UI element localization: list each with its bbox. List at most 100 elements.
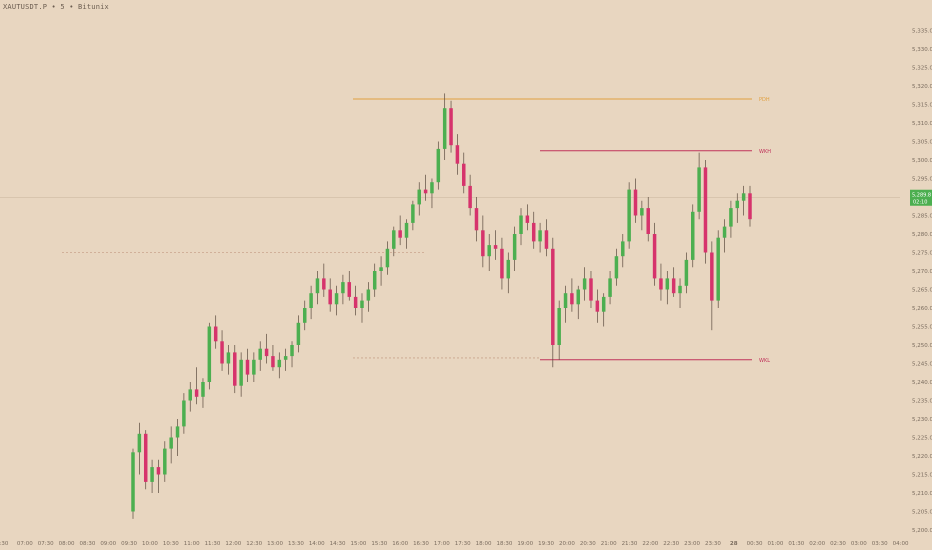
candle-body — [398, 230, 402, 238]
x-tick-label: 16:30 — [413, 541, 429, 547]
x-tick-label: 21:30 — [622, 541, 638, 547]
candle-body — [462, 163, 466, 186]
x-tick-label: 14:30 — [330, 541, 346, 547]
current-price-tag: 5,289.802:10 — [910, 189, 932, 206]
candle-body — [436, 148, 441, 183]
x-tick-label: 12:30 — [246, 541, 262, 547]
x-tick-label: 16:00 — [392, 541, 408, 547]
pdh-label: PDH — [759, 97, 770, 103]
x-tick-label: 11:30 — [205, 541, 221, 547]
x-tick-label: 03:00 — [851, 541, 867, 547]
x-tick-label: 22:00 — [642, 541, 658, 547]
candle-body — [703, 167, 708, 253]
candle-body — [722, 226, 727, 238]
x-tick-label: 20:30 — [580, 541, 596, 547]
candle-body — [423, 189, 428, 194]
candle-body — [531, 222, 536, 242]
candle-body — [512, 234, 517, 260]
candle-body — [220, 341, 224, 364]
candle-body — [544, 230, 549, 249]
x-tick-label: 15:00 — [351, 541, 367, 547]
candle-body — [640, 208, 644, 216]
candle-body — [290, 345, 294, 357]
candle-body — [481, 230, 485, 257]
x-tick-label: 23:00 — [684, 541, 700, 547]
candle-body — [207, 326, 212, 382]
candle-body — [163, 448, 167, 475]
y-tick-label: 5,250.0 — [912, 343, 932, 349]
candle-body — [150, 467, 154, 482]
candle-body — [156, 467, 161, 475]
y-tick-label: 5,275.0 — [912, 251, 932, 257]
candle-body — [665, 278, 670, 290]
candle-body — [589, 278, 593, 301]
y-tick-label: 5,325.0 — [912, 66, 932, 72]
x-tick-label: 07:00 — [17, 541, 33, 547]
candle-body — [627, 189, 631, 242]
x-tick-label: 18:30 — [496, 541, 512, 547]
candle-body — [233, 352, 237, 386]
candle-body — [360, 300, 364, 308]
candles-layer — [131, 93, 752, 519]
candle-body — [226, 352, 231, 364]
x-tick-label: 02:00 — [809, 541, 825, 547]
candle-body — [735, 200, 740, 209]
y-tick-label: 5,220.0 — [912, 454, 932, 460]
candle-body — [143, 433, 148, 482]
price-tag-value: 5,289.8 — [912, 193, 931, 199]
y-tick-label: 5,305.0 — [912, 140, 932, 146]
y-tick-label: 5,230.0 — [912, 417, 932, 423]
x-tick-label: 02:30 — [830, 541, 846, 547]
candle-body — [252, 359, 256, 375]
candle-body — [417, 189, 421, 205]
y-tick-label: 5,200.0 — [912, 528, 932, 534]
x-tick-label: 09:30 — [121, 541, 137, 547]
candle-body — [614, 256, 619, 279]
candle-body — [487, 245, 491, 257]
candle-body — [621, 241, 625, 257]
candle-body — [239, 359, 243, 386]
x-tick-label: 04:00 — [893, 541, 909, 547]
candle-body — [366, 289, 371, 301]
y-tick-label: 5,270.0 — [912, 269, 932, 275]
candle-body — [570, 293, 574, 305]
x-tick-label: 15:30 — [371, 541, 387, 547]
x-tick-label: 13:00 — [267, 541, 283, 547]
candle-body — [741, 193, 746, 201]
candle-body — [557, 308, 561, 345]
candle-body — [194, 389, 199, 397]
x-tick-label: 17:00 — [434, 541, 450, 547]
candle-body — [608, 278, 612, 297]
candle-body — [506, 259, 511, 279]
y-tick-label: 5,300.0 — [912, 158, 932, 164]
x-tick-label: 28 — [730, 541, 738, 547]
y-tick-label: 5,215.0 — [912, 473, 932, 479]
candle-body — [430, 182, 434, 194]
price-axis[interactable]: 5,335.0 5,330.0 5,325.0 5,320.0 5,315.0 5,310… — [912, 29, 932, 535]
candle-body — [353, 296, 358, 308]
candle-body — [449, 108, 453, 146]
candle-body — [601, 296, 606, 312]
candle-body — [283, 356, 288, 360]
x-tick-label: 09:00 — [100, 541, 116, 547]
candle-body — [697, 167, 701, 212]
x-tick-label: 00:30 — [747, 541, 763, 547]
candle-body — [659, 278, 663, 290]
x-tick-label: 11:00 — [184, 541, 200, 547]
x-tick-label: 19:00 — [517, 541, 533, 547]
x-tick-label: :30 — [0, 541, 9, 547]
candle-body — [404, 222, 409, 238]
y-tick-label: 5,265.0 — [912, 288, 932, 294]
candle-body — [716, 237, 720, 301]
y-tick-label: 5,245.0 — [912, 362, 932, 368]
x-tick-label: 03:30 — [872, 541, 888, 547]
x-tick-label: 01:30 — [788, 541, 804, 547]
time-axis[interactable]: :30 07:00 07:30 08:00 08:30 09:00 09:30 10:00 10… — [0, 541, 909, 547]
x-tick-label: 12:00 — [225, 541, 241, 547]
x-tick-label: 19:30 — [538, 541, 554, 547]
y-tick-label: 5,285.0 — [912, 214, 932, 220]
candle-body — [341, 282, 345, 294]
candle-body — [182, 400, 186, 427]
candle-body — [474, 208, 479, 231]
